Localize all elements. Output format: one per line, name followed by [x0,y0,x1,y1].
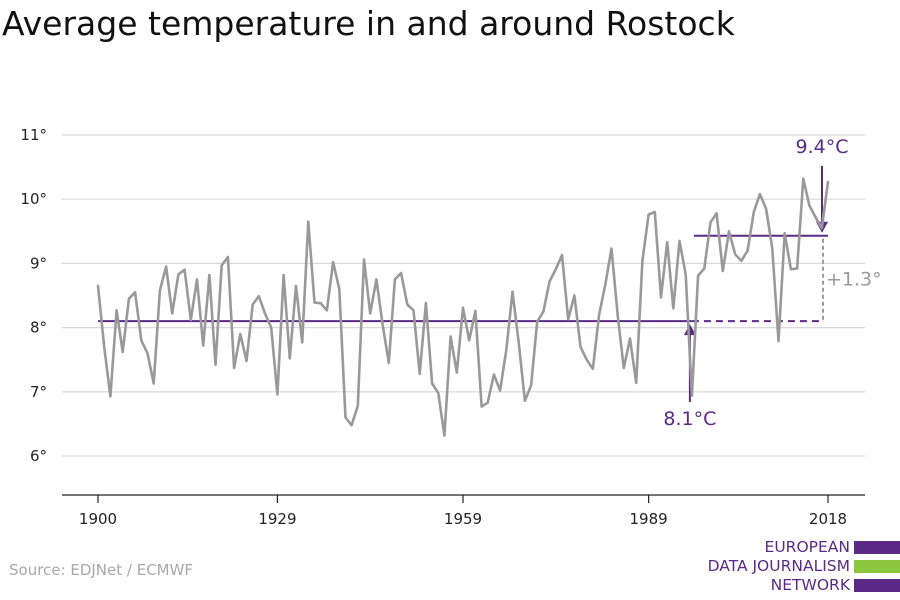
chart-title: Average temperature in and around Rostoc… [2,4,735,43]
logo-line-3: NETWORK [770,576,850,594]
y-tick-label: 10° [20,190,47,208]
x-tick-label: 1989 [629,510,667,528]
logo-bar-purple-top [854,541,900,554]
logo-line-2: DATA JOURNALISM [707,557,850,575]
y-tick-label: 6° [30,447,47,465]
y-tick-label: 8° [30,319,47,337]
x-tick-label: 1929 [258,510,296,528]
annotations: 9.4°C 8.1°C +1.3° [663,136,881,430]
annotation-difference: +1.3° [826,268,882,290]
y-tick-label: 9° [30,254,47,272]
y-tick-label: 11° [20,126,47,144]
logo-line-1: EUROPEAN [764,538,850,556]
grid-lines [62,134,865,457]
logo-bar-purple-bottom [854,579,900,592]
y-tick-label: 7° [30,383,47,401]
y-axis-ticks: 6° 7° 8° 9° 10° 11° [20,126,47,465]
x-tick-label: 1959 [444,510,482,528]
logo-bar-green [854,560,900,573]
annotation-baseline-average: 8.1°C [663,408,716,430]
source-note: Source: EDJNet / ECMWF [9,561,194,579]
baseline-arrow-head [683,324,696,336]
x-axis-ticks: 1900 1929 1959 1989 2018 [79,495,847,528]
x-tick-label: 2018 [809,510,847,528]
temperature-series-line [96,177,830,437]
edjnet-logo: EUROPEAN DATA JOURNALISM NETWORK [700,538,900,596]
annotation-recent-average: 9.4°C [796,136,849,158]
x-tick-label: 1900 [79,510,117,528]
